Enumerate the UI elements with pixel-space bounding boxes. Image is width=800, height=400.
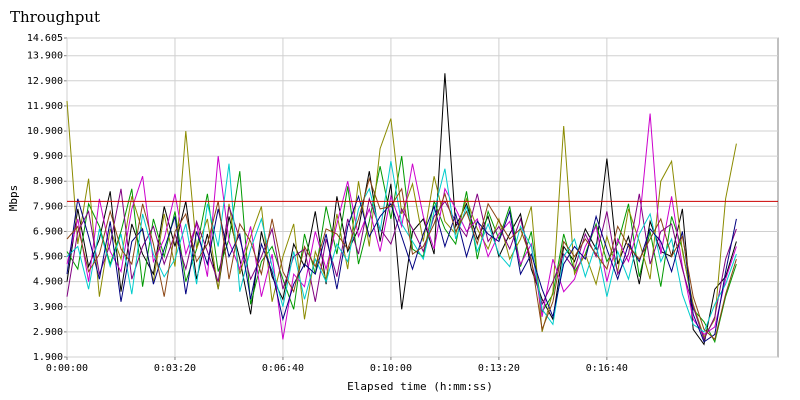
- y-axis-label: Mbps: [7, 185, 20, 212]
- y-tick-label: 1.900: [33, 352, 63, 363]
- y-tick-label: 10.900: [27, 126, 63, 137]
- series-line: [66, 156, 737, 344]
- series-line: [66, 73, 737, 346]
- y-tick-label: 9.900: [33, 151, 63, 162]
- y-tick-label: 14.605: [27, 33, 63, 44]
- x-tick-label: 0:06:40: [262, 363, 304, 374]
- y-tick-label: 8.900: [33, 176, 63, 187]
- y-tick-label: 6.900: [33, 226, 63, 237]
- y-tick-label: 7.900: [33, 201, 63, 212]
- series-line: [66, 161, 737, 333]
- y-tick-label: 4.900: [33, 277, 63, 288]
- y-tick-label: 13.900: [27, 51, 63, 62]
- y-tick-label: 5.900: [33, 252, 63, 263]
- x-tick-label: 0:00:00: [46, 363, 88, 374]
- y-tick-label: 3.900: [33, 302, 63, 313]
- y-tick-label: 2.900: [33, 327, 63, 338]
- series-line: [66, 194, 737, 343]
- y-tick-label: 12.900: [27, 76, 63, 87]
- x-tick-label: 0:16:40: [586, 363, 628, 374]
- series-line: [66, 177, 737, 341]
- y-tick-label: 11.900: [27, 101, 63, 112]
- x-tick-label: 0:10:00: [370, 363, 412, 374]
- series-line: [66, 100, 737, 339]
- x-tick-label: 0:13:20: [478, 363, 520, 374]
- x-axis-label: Elapsed time (h:mm:ss): [347, 380, 493, 393]
- chart-title: Throughput: [10, 8, 100, 26]
- x-tick-label: 0:03:20: [154, 363, 196, 374]
